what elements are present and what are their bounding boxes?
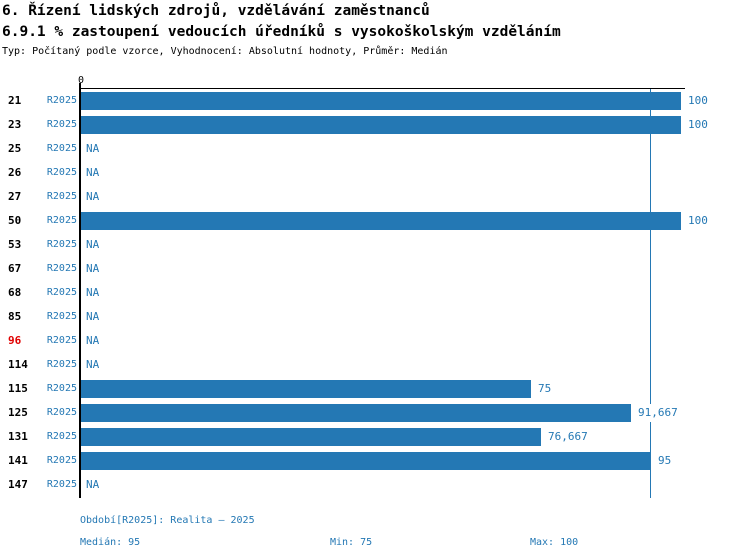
value-label: NA <box>86 166 100 179</box>
chart-row: 27 R2025 NA <box>0 185 750 209</box>
row-period-label: R2025 <box>46 167 77 178</box>
value-bar <box>81 212 681 230</box>
value-bar <box>81 452 651 470</box>
footer-max-stat: Max: 100 <box>530 537 579 548</box>
row-id-label: 27 <box>8 190 22 203</box>
median-reference-line <box>650 89 651 498</box>
value-bar <box>81 404 631 422</box>
chart-meta-line: Typ: Počítaný podle vzorce, Vyhodnocení:… <box>2 46 448 57</box>
value-label: 95 <box>657 452 673 470</box>
row-id-label: 131 <box>8 430 28 443</box>
value-label: NA <box>86 238 100 251</box>
row-period-label: R2025 <box>46 287 77 298</box>
row-id-label: 26 <box>8 166 22 179</box>
row-id-label: 141 <box>8 454 28 467</box>
value-label: 100 <box>687 116 709 134</box>
row-period-label: R2025 <box>46 359 77 370</box>
chart-row: 147 R2025 NA <box>0 473 750 497</box>
value-label: NA <box>86 358 100 371</box>
row-id-label: 25 <box>8 142 22 155</box>
row-id-label: 147 <box>8 478 28 491</box>
value-label: NA <box>86 478 100 491</box>
chart-row: 96 R2025 NA <box>0 329 750 353</box>
row-id-label: 21 <box>8 94 22 107</box>
value-label: NA <box>86 334 100 347</box>
value-label: 100 <box>687 212 709 230</box>
chart-row: 50 R2025 100 <box>0 209 750 233</box>
value-bar <box>81 380 531 398</box>
footer-median-stat: Medián: 95 <box>80 537 141 548</box>
value-label: NA <box>86 310 100 323</box>
row-period-label: R2025 <box>46 215 77 226</box>
row-period-label: R2025 <box>46 335 77 346</box>
row-period-label: R2025 <box>46 95 77 106</box>
row-period-label: R2025 <box>46 311 77 322</box>
footer-period-label: Období[R2025]: Realita – 2025 <box>80 515 255 526</box>
chart-row: 125 R2025 91,667 <box>0 401 750 425</box>
row-period-label: R2025 <box>46 239 77 250</box>
row-period-label: R2025 <box>46 143 77 154</box>
chart-title-line2: 6.9.1 % zastoupení vedoucích úředníků s … <box>2 24 561 40</box>
row-id-label: 67 <box>8 262 22 275</box>
chart-row: 25 R2025 NA <box>0 137 750 161</box>
value-label: NA <box>86 190 100 203</box>
row-period-label: R2025 <box>46 383 77 394</box>
plot-top-border <box>80 88 685 89</box>
row-id-label: 114 <box>8 358 28 371</box>
row-period-label: R2025 <box>46 119 77 130</box>
row-period-label: R2025 <box>46 407 77 418</box>
row-period-label: R2025 <box>46 455 77 466</box>
chart-row: 85 R2025 NA <box>0 305 750 329</box>
value-label: 100 <box>687 92 709 110</box>
value-label: 76,667 <box>547 428 589 446</box>
value-label: 91,667 <box>637 404 679 422</box>
chart-title-line1: 6. Řízení lidských zdrojů, vzdělávání za… <box>2 3 430 19</box>
row-period-label: R2025 <box>46 431 77 442</box>
row-id-label: 23 <box>8 118 22 131</box>
chart-row: 141 R2025 95 <box>0 449 750 473</box>
chart-row: 53 R2025 NA <box>0 233 750 257</box>
chart-row: 23 R2025 100 <box>0 113 750 137</box>
chart-row: 67 R2025 NA <box>0 257 750 281</box>
value-bar <box>81 92 681 110</box>
value-label: NA <box>86 286 100 299</box>
chart-row: 114 R2025 NA <box>0 353 750 377</box>
row-id-label: 85 <box>8 310 22 323</box>
row-id-label: 96 <box>8 334 22 347</box>
chart-row: 131 R2025 76,667 <box>0 425 750 449</box>
value-label: NA <box>86 142 100 155</box>
row-period-label: R2025 <box>46 479 77 490</box>
axis-zero-tick-label: 0 <box>77 75 85 86</box>
row-id-label: 50 <box>8 214 22 227</box>
chart-row: 115 R2025 75 <box>0 377 750 401</box>
value-bar <box>81 428 541 446</box>
footer-min-stat: Min: 75 <box>330 537 373 548</box>
row-id-label: 125 <box>8 406 28 419</box>
row-period-label: R2025 <box>46 191 77 202</box>
row-id-label: 68 <box>8 286 22 299</box>
row-id-label: 115 <box>8 382 28 395</box>
value-label: NA <box>86 262 100 275</box>
chart-row: 68 R2025 NA <box>0 281 750 305</box>
value-label: 75 <box>537 380 553 398</box>
chart-row: 21 R2025 100 <box>0 89 750 113</box>
chart-row: 26 R2025 NA <box>0 161 750 185</box>
row-period-label: R2025 <box>46 263 77 274</box>
y-axis-line <box>79 83 81 498</box>
value-bar <box>81 116 681 134</box>
row-id-label: 53 <box>8 238 22 251</box>
